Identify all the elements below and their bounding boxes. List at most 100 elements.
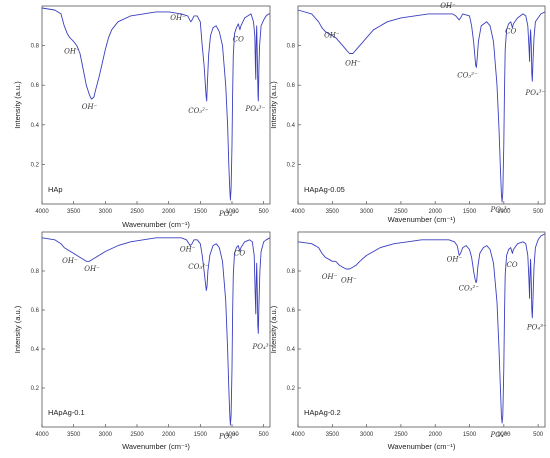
peak-annotation: OH⁻: [345, 59, 361, 67]
x-axis-title: Wavenumber (cm⁻¹): [122, 442, 190, 451]
y-tick-label: 0.4: [31, 123, 40, 129]
y-axis-title: Intensity (a.u.): [13, 81, 22, 129]
y-tick-label: 0.4: [31, 347, 40, 353]
y-tick-label: 0.2: [31, 162, 40, 168]
x-tick-label: 3000: [99, 209, 113, 215]
peak-annotation: OH⁻: [64, 48, 80, 56]
x-tick-label: 1000: [225, 432, 239, 438]
sample-label: HApAg-0.1: [48, 408, 85, 417]
panel-1: 0.2 0.4 0.6 0.8 4000 3500 3000 2500 2000 1500 1000…: [13, 5, 271, 229]
peak-annotation: CO: [505, 28, 516, 36]
x-tick-label: 1500: [194, 209, 208, 215]
y-tick-label: 0.8: [31, 269, 40, 275]
panel-2: 0.2 0.4 0.6 0.8 4000 3500 3000 2500 2000 1500 1000…: [269, 2, 546, 224]
x-tick-label: 1500: [194, 432, 208, 438]
peak-annotation: PO₄³⁻: [490, 431, 511, 439]
x-tick-label: 1000: [225, 209, 239, 215]
plot-frame: [297, 231, 546, 428]
spectrum-line: [297, 9, 546, 203]
x-tick-label: 2500: [394, 432, 408, 438]
x-tick-label: 4000: [291, 432, 305, 438]
peak-annotation: PO₄³⁻: [526, 324, 547, 332]
x-tick-label: 1500: [463, 432, 477, 438]
y-tick-label: 0.6: [31, 308, 40, 314]
peak-annotation: CO: [234, 249, 245, 257]
y-tick-label: 0.2: [287, 162, 296, 168]
spectrum-line: [297, 233, 546, 424]
x-tick-label: 3000: [99, 432, 113, 438]
x-tick-label: 500: [259, 432, 270, 438]
x-tick-label: 3000: [360, 432, 374, 438]
peak-annotation: PO₄³⁻: [252, 343, 273, 351]
x-tick-label: 2000: [429, 432, 443, 438]
y-tick-label: 0.8: [287, 44, 296, 50]
y-tick-label: 0.4: [287, 123, 296, 129]
x-tick-label: 2000: [162, 432, 176, 438]
x-tick-label: 2500: [394, 209, 408, 215]
peak-annotation: OH⁻: [62, 257, 78, 265]
plot-frame: [297, 5, 546, 205]
peak-annotation: OH⁻: [84, 265, 100, 273]
y-tick-label: 0.8: [31, 44, 40, 50]
x-tick-label: 1500: [463, 209, 477, 215]
y-tick-label: 0.6: [287, 83, 296, 89]
x-tick-label: 1000: [497, 209, 511, 215]
x-tick-label: 4000: [35, 432, 49, 438]
x-tick-label: 4000: [291, 209, 305, 215]
x-tick-label: 2500: [130, 209, 144, 215]
peak-annotation: OH⁻: [82, 103, 98, 111]
y-tick-label: 0.6: [31, 83, 40, 89]
plot-frame: [41, 5, 271, 205]
x-tick-label: 500: [533, 432, 544, 438]
y-tick-label: 0.8: [287, 269, 296, 275]
sample-label: HApAg-0.05: [304, 185, 345, 194]
peak-annotation: CO₃²⁻: [188, 263, 209, 271]
x-axis-title: Wavenumber (cm⁻¹): [388, 215, 456, 224]
peak-annotation: OH⁻: [180, 246, 196, 254]
peak-annotation: PO₄³⁻: [490, 206, 511, 214]
x-tick-label: 3500: [326, 209, 340, 215]
plot-frame: [41, 231, 271, 428]
x-tick-label: 2500: [130, 432, 144, 438]
peak-annotation: CO₃²⁻: [459, 285, 480, 293]
peak-annotation: CO: [507, 261, 518, 269]
x-tick-label: 3500: [67, 209, 81, 215]
y-tick-label: 0.4: [287, 347, 296, 353]
x-tick-label: 3500: [326, 432, 340, 438]
peak-annotation: CO₃²⁻: [457, 71, 478, 79]
peak-annotation: CO₃²⁻: [188, 107, 209, 115]
y-tick-label: 0.2: [287, 386, 296, 392]
peak-annotation: CO: [233, 36, 244, 44]
y-tick-label: 0.6: [287, 308, 296, 314]
y-axis-title: Intensity (a.u.): [269, 305, 278, 353]
y-axis-title: Intensity (a.u.): [269, 81, 278, 129]
x-tick-label: 3500: [67, 432, 81, 438]
x-axis-title: Wavenumber (cm⁻¹): [388, 442, 456, 451]
peak-annotation: OH⁻: [324, 32, 340, 40]
x-tick-label: 500: [533, 209, 544, 215]
x-tick-label: 2000: [162, 209, 176, 215]
peak-annotation: OH⁻: [322, 273, 338, 281]
y-tick-label: 0.2: [31, 386, 40, 392]
peak-annotation: PO₄³⁻: [218, 210, 239, 218]
x-tick-label: 3000: [360, 209, 374, 215]
peak-annotation: PO₄³⁻: [525, 89, 546, 97]
x-tick-label: 4000: [35, 209, 49, 215]
peak-annotation: PO₄³⁻: [218, 433, 239, 441]
sample-label: HAp: [48, 185, 63, 194]
peak-annotation: OH⁻: [447, 255, 463, 263]
spectrum-line: [41, 237, 271, 426]
y-axis-title: Intensity (a.u.): [13, 305, 22, 353]
x-tick-label: 500: [259, 209, 270, 215]
peak-annotation: OH⁻: [170, 14, 186, 22]
peak-annotation: PO₄³⁻: [245, 105, 266, 113]
sample-label: HApAg-0.2: [304, 408, 341, 417]
x-tick-label: 1000: [497, 432, 511, 438]
spectrum-line: [41, 7, 270, 201]
peak-annotation: OH⁻: [341, 277, 357, 285]
panel-4: 0.2 0.4 0.6 0.8 4000 3500 3000 2500 2000 1500 1000…: [269, 231, 547, 451]
x-axis-title: Wavenumber (cm⁻¹): [122, 220, 190, 229]
peak-annotation: OH⁻: [440, 2, 456, 10]
panel-3: 0.2 0.4 0.6 0.8 4000 3500 3000 2500 2000 1500 1000…: [13, 231, 273, 451]
